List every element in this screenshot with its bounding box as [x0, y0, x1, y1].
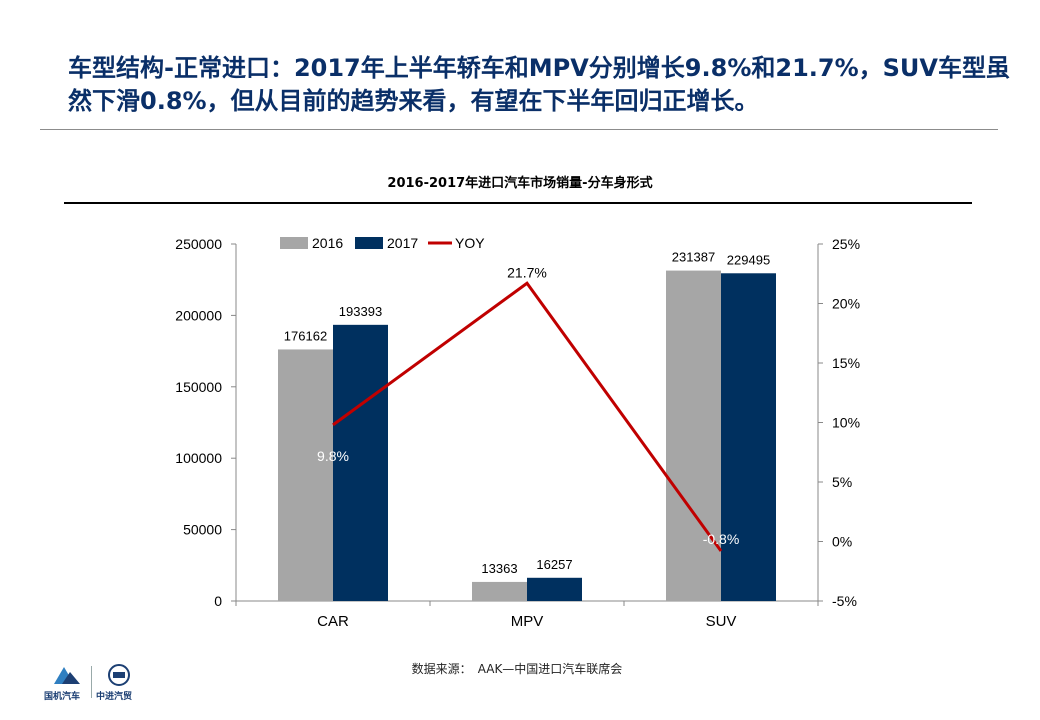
bar-2017-CAR	[333, 324, 388, 601]
bar-2016-CAR	[278, 349, 333, 601]
y-left-tick-label: 100000	[175, 450, 222, 466]
slide-title: 车型结构-正常进口：2017年上半年轿车和MPV分别增长9.8%和21.7%，S…	[68, 54, 1010, 115]
sinomach-logo-icon	[54, 667, 80, 684]
x-category-label: MPV	[511, 613, 544, 630]
bar-value-label: 231387	[672, 250, 715, 265]
bar-value-label: 13363	[481, 561, 517, 576]
legend-swatch-2016	[280, 237, 308, 249]
bar-value-label: 193393	[339, 304, 382, 319]
yoy-value-label: 21.7%	[507, 264, 547, 280]
bar-value-label: 16257	[536, 557, 572, 572]
legend-swatch-2017	[355, 237, 383, 249]
legend-label-2017: 2017	[387, 235, 418, 251]
bar-value-label: 229495	[727, 252, 770, 267]
legend-label-yoy: YOY	[455, 235, 485, 251]
bar-2016-MPV	[472, 581, 527, 601]
y-right-tick-label: 0%	[832, 534, 852, 550]
logo-right-text: 中进汽贸	[96, 692, 133, 702]
bar-2017-SUV	[721, 273, 776, 601]
x-category-label: SUV	[706, 613, 737, 630]
y-left-tick-label: 250000	[175, 236, 222, 252]
y-right-tick-label: 15%	[832, 355, 860, 371]
logo-area: 国机汽车 中进汽贸	[40, 662, 150, 702]
y-left-tick-label: 200000	[175, 307, 222, 323]
logo-left-text: 国机汽车	[44, 692, 81, 702]
title-divider	[40, 129, 998, 130]
chart-title-divider	[64, 202, 972, 204]
y-right-tick-label: -5%	[832, 593, 857, 609]
y-right-tick-label: 20%	[832, 296, 860, 312]
bar-2017-MPV	[527, 577, 582, 601]
source-label: 数据来源：	[411, 662, 472, 676]
bar-2016-SUV	[666, 270, 721, 601]
cniec-logo-icon	[108, 664, 130, 686]
source-line: 数据来源： AAK—中国进口汽车联席会	[0, 660, 1040, 677]
y-right-tick-label: 25%	[832, 236, 860, 252]
y-left-tick-label: 0	[214, 593, 222, 609]
legend-label-2016: 2016	[312, 235, 343, 251]
yoy-value-label: -0.8%	[703, 531, 740, 547]
y-right-tick-label: 10%	[832, 415, 860, 431]
bar-value-label: 176162	[284, 328, 327, 343]
x-category-label: CAR	[317, 613, 349, 630]
y-left-tick-label: 50000	[183, 522, 222, 538]
chart-title: 2016-2017年进口汽车市场销量-分车身形式	[387, 176, 653, 191]
source-value: AAK—中国进口汽车联席会	[477, 662, 623, 676]
y-left-tick-label: 150000	[175, 379, 222, 395]
y-right-tick-label: 5%	[832, 474, 852, 490]
yoy-line	[332, 281, 723, 552]
logo-divider	[91, 666, 92, 698]
yoy-value-label: 9.8%	[317, 448, 349, 464]
